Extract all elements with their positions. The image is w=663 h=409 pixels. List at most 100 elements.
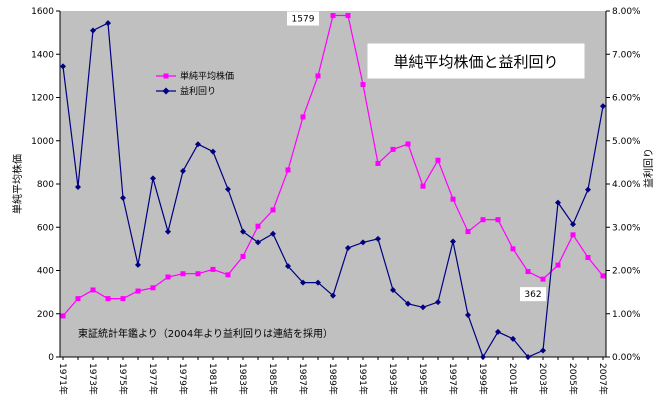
- series-point-0: [420, 183, 426, 189]
- x-tick-label: 1997年: [447, 363, 459, 395]
- series-point-0: [195, 271, 201, 277]
- callout-box: [520, 287, 546, 302]
- series-point-1: [435, 299, 441, 306]
- series-point-1: [570, 221, 576, 228]
- legend-box: [152, 65, 252, 99]
- series-point-0: [165, 274, 171, 280]
- series-point-0: [285, 167, 291, 173]
- series-point-0: [150, 285, 156, 291]
- series-point-0: [375, 160, 381, 166]
- series-point-1: [270, 230, 276, 237]
- series-point-0: [300, 114, 306, 120]
- x-tick-label: 1981年: [207, 363, 219, 395]
- left-axis: 0 200 400 600 800 1000 1200 1400 1600: [31, 7, 60, 363]
- series-layer: [60, 13, 606, 360]
- series-point-1: [285, 263, 291, 270]
- callout-label: 1579: [292, 15, 315, 25]
- series-point-1: [330, 292, 336, 299]
- right-tick-label: 2.00%: [612, 267, 641, 277]
- x-tick-label: 1979年: [177, 363, 189, 395]
- left-tick-label: 200: [37, 310, 54, 320]
- series-point-1: [150, 175, 156, 182]
- series-point-1: [120, 194, 126, 201]
- series-point-0: [135, 288, 141, 294]
- right-tick-label: 5.00%: [612, 137, 641, 147]
- x-tick-label: 1993年: [387, 363, 399, 395]
- right-axis-title: 益利回り: [642, 148, 655, 188]
- series-point-0: [435, 157, 441, 163]
- series-point-1: [240, 228, 246, 235]
- legend-marker-1: [162, 87, 170, 95]
- callout-box: [287, 11, 319, 26]
- series-point-1: [510, 335, 516, 342]
- series-point-0: [315, 73, 321, 79]
- x-tick-label: 1975年: [117, 363, 129, 395]
- x-tick-label: 1971年: [57, 363, 69, 395]
- x-tick-label: 1995年: [417, 363, 429, 395]
- series-point-1: [105, 20, 111, 27]
- left-tick-label: 1200: [31, 94, 54, 104]
- right-tick-label: 6.00%: [612, 94, 641, 104]
- left-tick-label: 1400: [31, 50, 54, 60]
- series-point-0: [360, 82, 366, 88]
- right-tick-label: 7.00%: [612, 50, 641, 60]
- right-tick-label: 1.00%: [612, 310, 641, 320]
- x-tick-label: 1977年: [147, 363, 159, 395]
- left-tick-label: 0: [48, 353, 54, 363]
- series-point-1: [480, 354, 486, 360]
- chart-title-box: [367, 43, 585, 79]
- right-axis: 0.00% 1.00% 2.00% 3.00% 4.00% 5.00% 6.00% 7.00%…: [606, 7, 641, 363]
- right-tick-label: 3.00%: [612, 223, 641, 233]
- source-note: 東証統計年鑑より（2004年より益利回りは連結を採用）: [78, 327, 333, 340]
- x-tick-label: 2003年: [537, 363, 549, 395]
- series-point-0: [90, 287, 96, 293]
- series-point-1: [555, 199, 561, 206]
- series-point-0: [270, 207, 276, 213]
- series-point-0: [255, 223, 261, 229]
- callout-label: 362: [524, 290, 541, 300]
- series-point-0: [60, 313, 66, 319]
- series-point-0: [555, 262, 561, 268]
- right-tick-label: 4.00%: [612, 180, 641, 190]
- x-axis: 1971年 1973年 1975年 1977年 1979年 1981年 1983年 1985年…: [57, 357, 609, 395]
- series-point-1: [585, 186, 591, 193]
- series-point-1: [465, 312, 471, 319]
- series-point-1: [540, 347, 546, 354]
- series-point-1: [90, 27, 96, 34]
- series-point-0: [495, 217, 501, 223]
- left-tick-label: 400: [37, 267, 54, 277]
- left-tick-label: 600: [37, 223, 54, 233]
- series-point-0: [540, 276, 546, 282]
- x-tick-label: 1989年: [327, 363, 339, 395]
- series-point-1: [345, 245, 351, 252]
- series-point-0: [510, 246, 516, 252]
- series-point-0: [450, 196, 456, 202]
- series-point-0: [465, 229, 471, 235]
- series-point-1: [495, 328, 501, 335]
- series-point-1: [420, 304, 426, 311]
- chart-title: 単純平均株価と益利回り: [393, 53, 558, 71]
- series-point-1: [315, 279, 321, 286]
- left-axis-title: 単純平均株価: [11, 154, 24, 214]
- x-tick-label: 1991年: [357, 363, 369, 395]
- series-point-0: [480, 217, 486, 223]
- right-tick-label: 0.00%: [612, 353, 641, 363]
- series-point-0: [75, 296, 81, 302]
- series-point-0: [210, 266, 216, 272]
- x-tick-label: 2005年: [567, 363, 579, 395]
- left-tick-label: 1600: [31, 7, 54, 17]
- series-point-1: [195, 141, 201, 148]
- series-point-0: [600, 273, 606, 279]
- series-point-1: [135, 261, 141, 268]
- series-point-0: [240, 253, 246, 259]
- series-point-1: [75, 184, 81, 191]
- left-tick-label: 1000: [31, 137, 54, 147]
- x-tick-label: 1983年: [237, 363, 249, 395]
- series-point-1: [210, 148, 216, 155]
- series-point-0: [525, 269, 531, 275]
- series-point-1: [180, 168, 186, 175]
- x-tick-label: 1985年: [267, 363, 279, 395]
- series-point-0: [345, 13, 351, 19]
- legend-marker-0: [163, 73, 169, 79]
